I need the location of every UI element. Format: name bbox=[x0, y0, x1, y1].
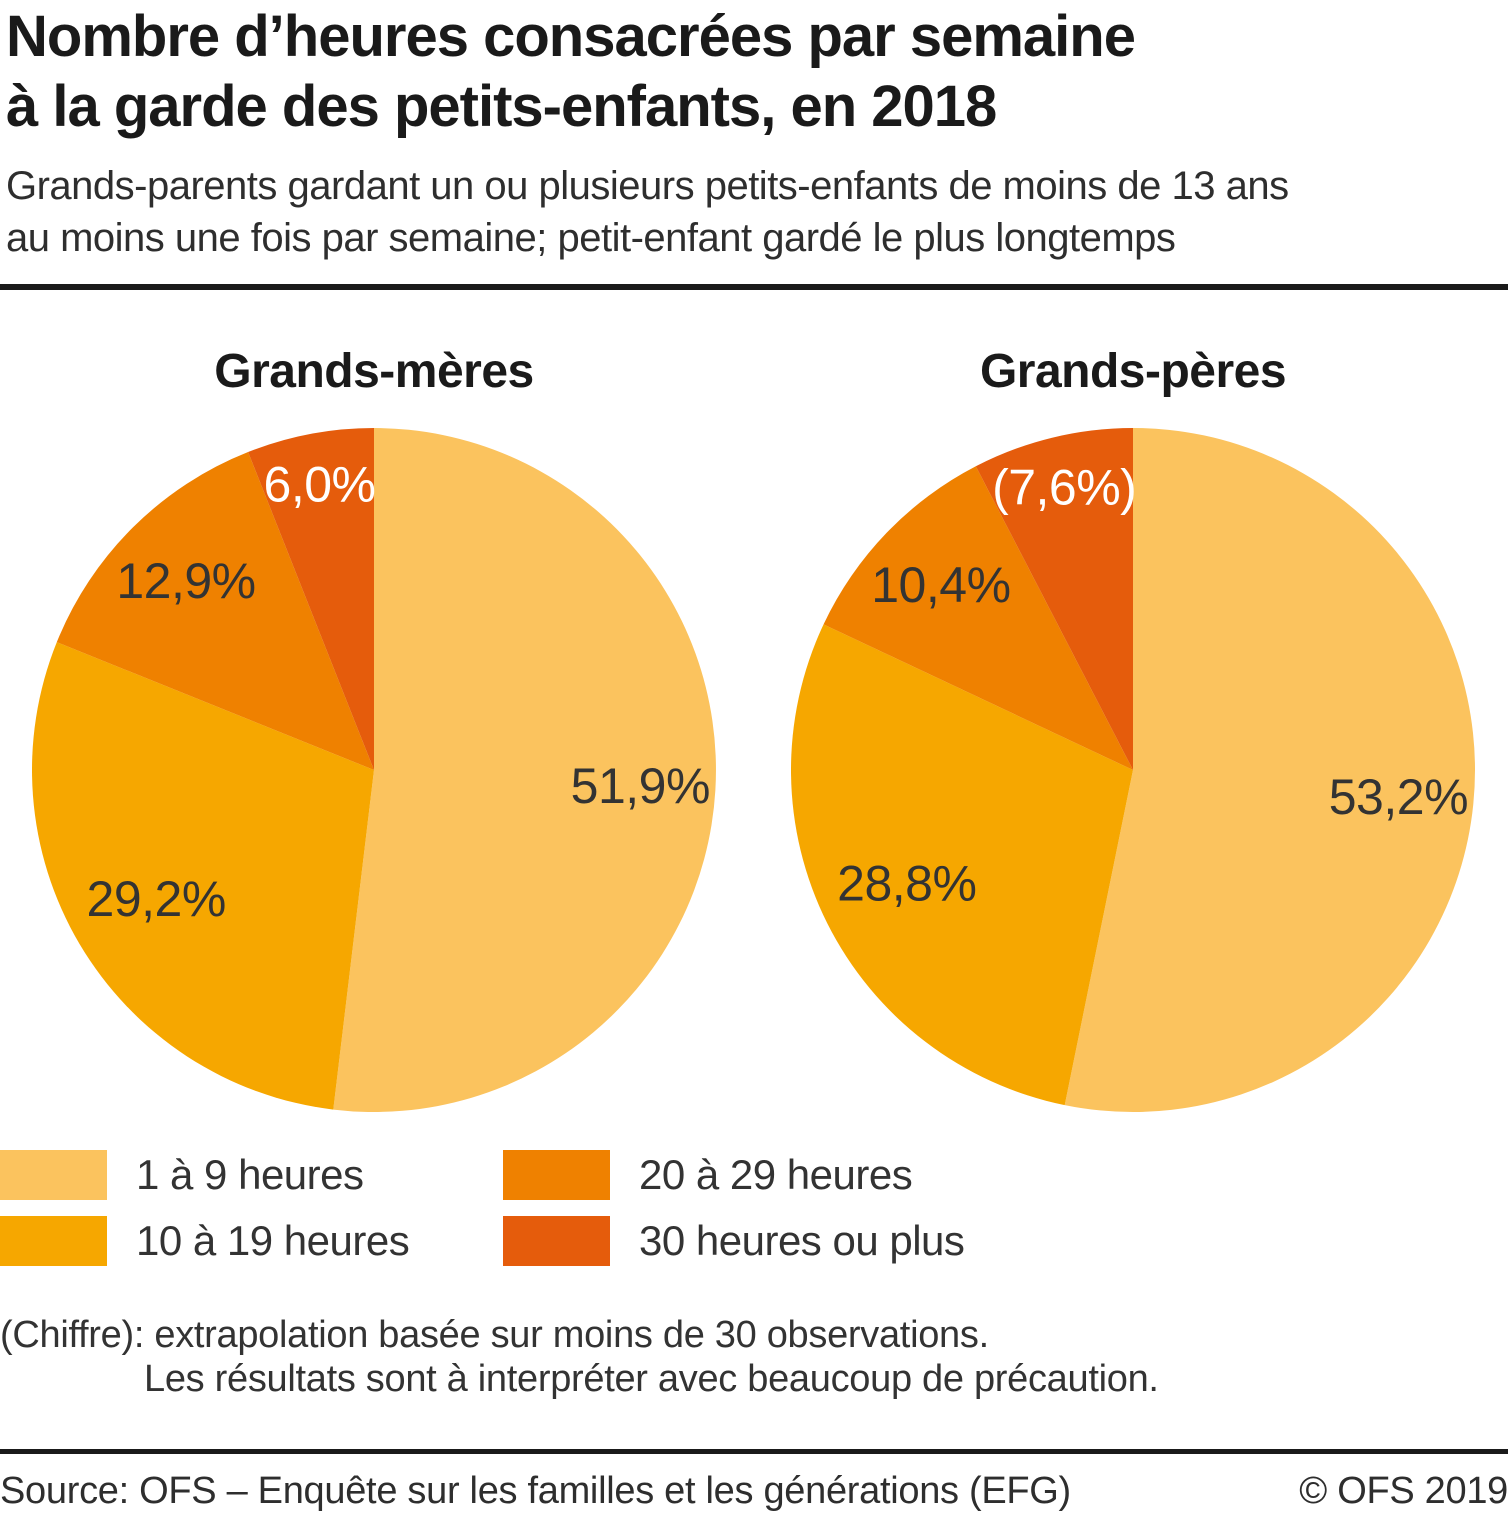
legend-swatch bbox=[503, 1150, 610, 1200]
pie-slice bbox=[1064, 428, 1476, 1112]
legend-label: 10 à 19 heures bbox=[136, 1217, 410, 1264]
pie-slice-label: 28,8% bbox=[837, 856, 976, 912]
pie-title-grandfathers: Grands-pères bbox=[979, 345, 1287, 398]
legend-label: 30 heures ou plus bbox=[639, 1217, 965, 1264]
page-title-line1: Nombre d’heures consacrées par semaine bbox=[6, 4, 1136, 69]
footnote-line1: (Chiffre): extrapolation basée sur moins… bbox=[0, 1314, 989, 1356]
pie-slice-label: 29,2% bbox=[87, 871, 226, 927]
legend-item: 20 à 29 heures bbox=[503, 1150, 913, 1200]
pie-slice-label: 51,9% bbox=[571, 758, 710, 814]
pie-title-grandmothers: Grands-mères bbox=[214, 345, 534, 398]
legend-swatch bbox=[0, 1216, 107, 1266]
pie-slice bbox=[975, 428, 1133, 770]
legend-item: 10 à 19 heures bbox=[0, 1216, 410, 1266]
source-text: Source: OFS – Enquête sur les familles e… bbox=[0, 1470, 1071, 1512]
page-subtitle-line1: Grands-parents gardant un ou plusieurs p… bbox=[6, 164, 1289, 208]
page-title: Nombre d’heures consacrées par semaine à… bbox=[6, 2, 1136, 142]
pie-slice-label: 53,2% bbox=[1329, 769, 1468, 825]
legend-swatch bbox=[0, 1150, 107, 1200]
footnote-line2: Les résultats sont à interpréter avec be… bbox=[144, 1358, 1159, 1400]
copyright-text: © OFS 2019 bbox=[1299, 1470, 1508, 1512]
pie-slice-label: (7,6%) bbox=[992, 460, 1136, 516]
legend-item: 30 heures ou plus bbox=[503, 1216, 965, 1266]
source-row: Source: OFS – Enquête sur les familles e… bbox=[0, 1470, 1508, 1513]
page-subtitle: Grands-parents gardant un ou plusieurs p… bbox=[6, 160, 1289, 264]
pie-slice bbox=[31, 642, 375, 1110]
pie-slice bbox=[790, 624, 1133, 1106]
page-subtitle-line2: au moins une fois par semaine; petit-enf… bbox=[6, 216, 1176, 260]
legend-swatch bbox=[503, 1216, 610, 1266]
pie-slice bbox=[823, 466, 1133, 770]
pie-slice-label: 10,4% bbox=[871, 557, 1010, 613]
top-divider-rule bbox=[0, 284, 1508, 290]
pie-slice bbox=[248, 428, 374, 770]
bottom-divider-rule bbox=[0, 1449, 1508, 1454]
pie-slice-label: 6,0% bbox=[264, 456, 376, 512]
pie-slice bbox=[56, 452, 375, 770]
legend-label: 1 à 9 heures bbox=[136, 1151, 364, 1198]
legend-label: 20 à 29 heures bbox=[639, 1151, 913, 1198]
pie-slice-label: 12,9% bbox=[116, 553, 255, 609]
page-title-line2: à la garde des petits-enfants, en 2018 bbox=[6, 74, 997, 139]
pie-slice bbox=[333, 428, 716, 1112]
legend-item: 1 à 9 heures bbox=[0, 1150, 364, 1200]
